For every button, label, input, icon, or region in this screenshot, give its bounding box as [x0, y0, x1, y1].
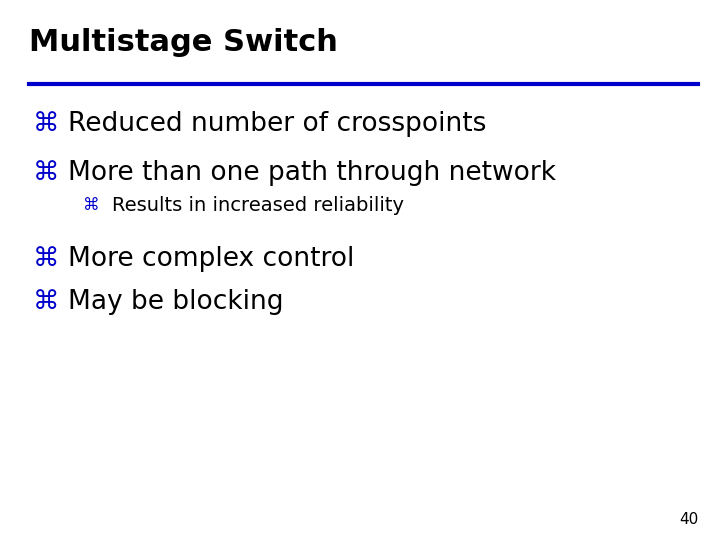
Text: May be blocking: May be blocking	[68, 289, 284, 315]
Text: Reduced number of crosspoints: Reduced number of crosspoints	[68, 111, 487, 137]
Text: ⌘: ⌘	[32, 246, 59, 272]
Text: More than one path through network: More than one path through network	[68, 160, 557, 186]
Text: Results in increased reliability: Results in increased reliability	[112, 195, 404, 215]
Text: ⌘: ⌘	[32, 289, 59, 315]
Text: More complex control: More complex control	[68, 246, 355, 272]
Text: ⌘: ⌘	[32, 160, 59, 186]
Text: ⌘: ⌘	[83, 196, 99, 214]
Text: ⌘: ⌘	[32, 111, 59, 137]
Text: Multistage Switch: Multistage Switch	[29, 28, 338, 57]
Text: 40: 40	[679, 511, 698, 526]
